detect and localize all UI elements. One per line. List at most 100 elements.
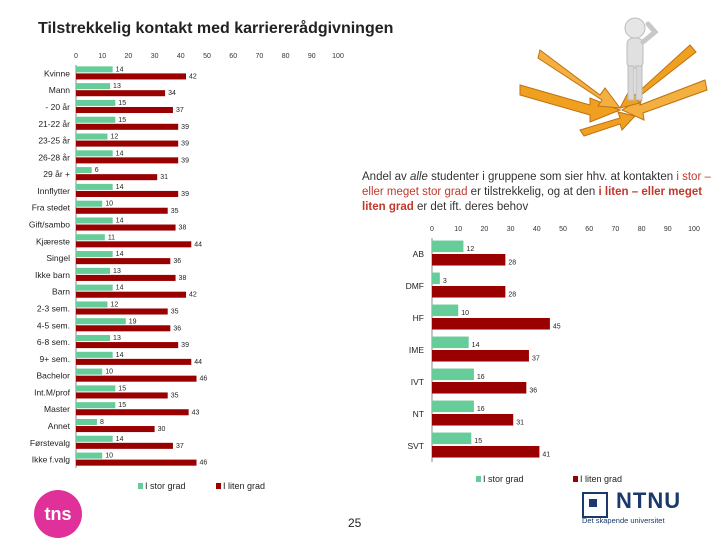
category-label: 29 år + xyxy=(43,169,70,179)
category-label: IME xyxy=(409,345,424,355)
legend-swatch xyxy=(476,476,481,482)
x-tick-label: 90 xyxy=(308,53,316,60)
chart-title: Tilstrekkelig kontakt med karriererådgiv… xyxy=(38,20,394,37)
bar-liten-grad xyxy=(76,392,168,399)
bar-stor-grad xyxy=(432,368,474,381)
bar-stor-grad xyxy=(76,452,103,459)
data-label: 31 xyxy=(516,420,524,427)
data-label: 3 xyxy=(443,278,447,285)
category-label: 9+ sem. xyxy=(40,354,70,364)
bar-stor-grad xyxy=(76,116,116,123)
category-label: - 20 år xyxy=(45,102,70,112)
person-icon xyxy=(624,17,659,101)
x-tick-label: 10 xyxy=(454,226,462,233)
bar-liten-grad xyxy=(76,73,187,80)
category-label: 21-22 år xyxy=(38,119,70,129)
category-label: Singel xyxy=(46,253,70,263)
bar-liten-grad xyxy=(76,442,173,449)
legend-label: I liten grad xyxy=(223,481,265,491)
bar-stor-grad xyxy=(76,284,113,291)
x-tick-label: 0 xyxy=(430,226,434,233)
data-label: 34 xyxy=(168,90,176,97)
bar-stor-grad xyxy=(76,133,108,140)
data-label: 11 xyxy=(108,234,115,241)
data-label: 39 xyxy=(181,124,189,131)
bar-stor-grad xyxy=(76,351,113,358)
x-tick-label: 40 xyxy=(533,226,541,233)
category-label: Barn xyxy=(52,287,70,297)
bar-stor-grad xyxy=(76,301,108,308)
x-tick-label: 90 xyxy=(664,226,672,233)
bar-liten-grad xyxy=(76,106,173,114)
data-label: 15 xyxy=(474,438,482,445)
data-label: 12 xyxy=(110,301,118,308)
ntnu-tagline: Det skapende universitet xyxy=(582,516,665,525)
bar-stor-grad xyxy=(76,183,113,190)
bar-liten-grad xyxy=(76,123,179,130)
category-label: Fra stedet xyxy=(32,203,71,213)
bar-stor-grad xyxy=(76,418,97,426)
category-label: Gift/sambo xyxy=(29,220,70,230)
bar-liten-grad xyxy=(432,254,506,266)
data-label: 41 xyxy=(542,452,550,459)
x-tick-label: 40 xyxy=(177,53,185,60)
x-tick-label: 20 xyxy=(481,226,489,233)
data-label: 14 xyxy=(116,251,124,258)
bar-liten-grad xyxy=(76,224,176,231)
bar-liten-grad xyxy=(76,241,192,248)
legend-swatch xyxy=(216,483,221,489)
legend-swatch xyxy=(138,483,143,489)
bar-stor-grad xyxy=(76,217,113,224)
bar-liten-grad xyxy=(76,258,171,265)
x-tick-label: 20 xyxy=(125,53,133,60)
data-label: 16 xyxy=(477,406,485,413)
category-label: SVT xyxy=(407,441,424,451)
arrow-icon xyxy=(519,44,708,137)
category-label: HF xyxy=(413,313,424,323)
category-label: DMF xyxy=(406,281,424,291)
category-label: NT xyxy=(413,409,424,419)
legend-label: I stor grad xyxy=(145,481,186,491)
note-text-4: er det ift. deres behov xyxy=(416,201,529,213)
bar-liten-grad xyxy=(76,459,197,466)
data-label: 19 xyxy=(129,318,137,325)
category-label: IVT xyxy=(411,377,424,387)
note-alle: alle xyxy=(409,171,428,183)
data-label: 8 xyxy=(100,419,104,426)
note-text-3: er tilstrekkelig, og at den xyxy=(470,186,596,198)
bar-liten-grad xyxy=(76,342,179,349)
data-label: 14 xyxy=(116,436,124,443)
bar-stor-grad xyxy=(76,335,111,342)
bar-stor-grad xyxy=(432,304,459,317)
data-label: 46 xyxy=(200,460,208,467)
x-tick-label: 60 xyxy=(229,53,237,60)
data-label: 39 xyxy=(181,342,189,349)
chart-annotation: Andel av alle studenter i gruppene som s… xyxy=(362,170,717,215)
data-label: 14 xyxy=(472,342,480,349)
bar-stor-grad xyxy=(76,234,105,241)
bar-stor-grad xyxy=(76,368,103,375)
data-label: 14 xyxy=(116,218,124,225)
data-label: 12 xyxy=(110,134,118,141)
note-text-1: Andel av xyxy=(362,171,407,183)
data-label: 28 xyxy=(508,292,516,299)
bar-liten-grad xyxy=(76,358,192,365)
bar-stor-grad xyxy=(432,336,469,349)
legend-label: I liten grad xyxy=(580,474,622,484)
category-label: Master xyxy=(44,404,70,414)
bar-stor-grad xyxy=(76,267,111,274)
bar-liten-grad xyxy=(432,350,529,362)
bar-stor-grad xyxy=(76,402,116,409)
data-label: 37 xyxy=(176,107,184,114)
ntnu-mark-icon xyxy=(582,492,608,518)
category-label: 4-5 sem. xyxy=(37,320,70,330)
x-tick-label: 80 xyxy=(282,53,290,60)
legend-swatch xyxy=(573,476,578,482)
data-label: 15 xyxy=(118,402,126,409)
data-label: 15 xyxy=(118,117,126,124)
data-label: 14 xyxy=(116,150,124,157)
bar-liten-grad xyxy=(76,274,176,281)
data-label: 35 xyxy=(171,208,179,215)
data-label: 37 xyxy=(532,356,540,363)
category-label: Innflytter xyxy=(37,186,70,196)
